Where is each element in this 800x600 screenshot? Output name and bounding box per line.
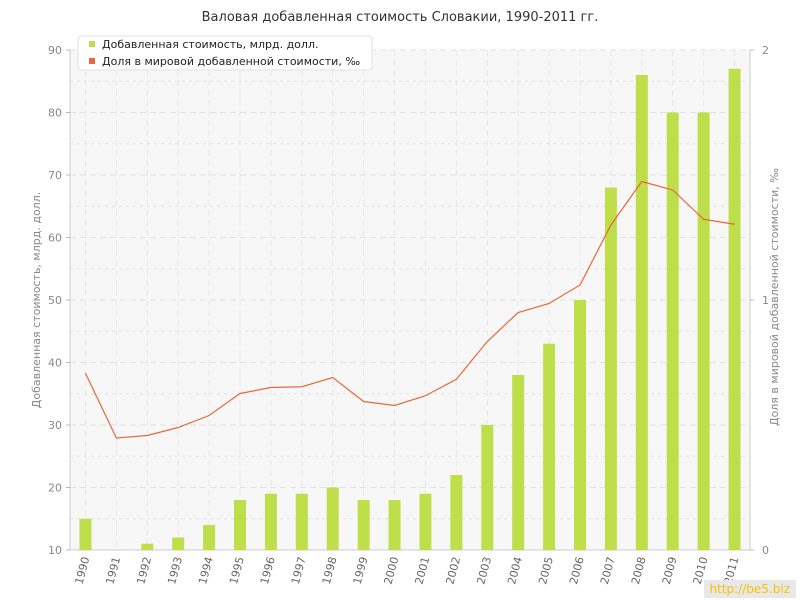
- x-tick-label: 1998: [320, 555, 340, 585]
- bar: [728, 68, 741, 550]
- bar: [543, 343, 556, 550]
- x-tick-label: 1997: [289, 555, 309, 585]
- y-right-tick-label: 1: [762, 294, 769, 307]
- bar: [574, 300, 586, 550]
- y-right-tick-label: 2: [762, 44, 769, 57]
- bar: [419, 493, 432, 550]
- bar: [295, 493, 308, 550]
- y-tick-label: 70: [48, 169, 62, 182]
- x-tick-label: 1990: [73, 555, 93, 585]
- x-tick-label: 2008: [629, 555, 649, 585]
- y-tick-label: 30: [48, 419, 62, 432]
- x-tick-label: 2003: [474, 555, 494, 585]
- legend-swatch: [89, 58, 95, 64]
- legend-label: Доля в мировой добавленной стоимости, ‰: [102, 55, 360, 68]
- bar: [388, 500, 401, 550]
- bar: [450, 475, 463, 550]
- x-tick-label: 1999: [351, 555, 371, 585]
- bar: [697, 112, 710, 550]
- series-line: [84, 180, 735, 439]
- legend-box: [77, 35, 373, 71]
- x-tick-label: 1996: [258, 555, 278, 585]
- bar: [326, 487, 339, 550]
- y-tick-label: 50: [48, 294, 62, 307]
- y-tick-label: 40: [48, 357, 62, 370]
- bar: [172, 537, 185, 550]
- bar: [234, 500, 246, 550]
- bar: [203, 525, 216, 550]
- x-tick-label: 2006: [567, 555, 587, 585]
- x-tick-label: 1991: [103, 555, 123, 585]
- legend-label: Добавленная стоимость, млрд. долл.: [102, 38, 318, 51]
- chart-title: Валовая добавленная стоимость Словакии, …: [201, 10, 599, 25]
- x-tick-label: 2002: [443, 555, 463, 585]
- bar: [666, 112, 679, 550]
- bar: [604, 187, 617, 550]
- x-tick-label: 2001: [413, 555, 433, 585]
- y-right-tick-label: 0: [762, 544, 769, 557]
- bar: [357, 500, 370, 550]
- bar: [481, 425, 494, 550]
- bar: [264, 493, 277, 550]
- x-tick-label: 1995: [227, 555, 247, 585]
- x-tick-label: 2000: [382, 555, 402, 585]
- x-tick-label: 2007: [598, 555, 618, 585]
- x-tick-label: 1994: [196, 555, 216, 585]
- bar: [635, 75, 648, 550]
- y-tick-label: 90: [48, 44, 62, 57]
- x-tick-label: 1992: [134, 555, 154, 585]
- y-axis-title: Добавленная стоимость, млрд. долл.: [30, 192, 43, 408]
- bar: [512, 375, 525, 550]
- y-tick-label: 60: [48, 232, 62, 245]
- y-tick-label: 10: [48, 544, 62, 557]
- bar: [141, 543, 154, 550]
- y-tick-label: 20: [48, 482, 62, 495]
- watermark[interactable]: http://be5.biz: [703, 580, 796, 598]
- y-axis-right-title: Доля в мировой добавленной стоимости, ‰: [768, 168, 781, 426]
- x-tick-label: 2004: [505, 555, 525, 585]
- x-tick-label: 2009: [660, 555, 680, 585]
- y-tick-label: 80: [48, 107, 62, 120]
- legend: Добавленная стоимость, млрд. долл. Доля в…: [77, 35, 373, 71]
- x-tick-label: 1993: [165, 555, 185, 585]
- bar: [79, 518, 92, 550]
- legend-swatch: [89, 41, 95, 47]
- x-tick-label: 2005: [536, 555, 556, 585]
